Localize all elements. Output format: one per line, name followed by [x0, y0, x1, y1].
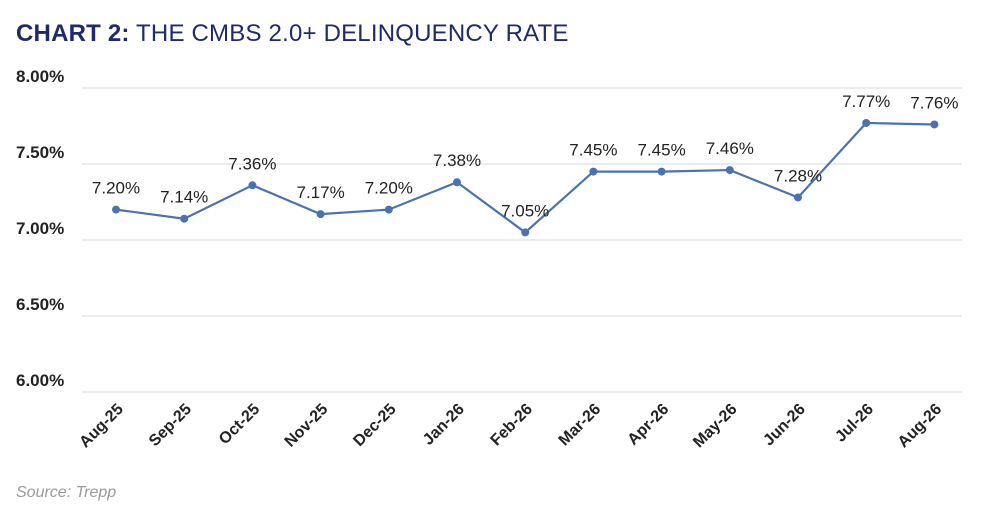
- data-label: 7.45%: [637, 141, 685, 160]
- data-label: 7.45%: [569, 141, 617, 160]
- data-label: 7.05%: [501, 201, 549, 220]
- source-note: Source: Trepp: [16, 484, 117, 501]
- x-tick-label: Jul-26: [832, 401, 877, 446]
- data-point: [453, 178, 461, 187]
- chart-title-text: THE CMBS 2.0+ DELINQUENCY RATE: [136, 20, 569, 47]
- data-point: [930, 120, 939, 129]
- chart-title: CHART 2: THE CMBS 2.0+ DELINQUENCY RATE: [16, 20, 569, 48]
- x-tick-label: Nov-25: [282, 401, 332, 451]
- x-tick-label: Jun-26: [760, 401, 809, 450]
- line-chart: 8.00% 7.50% 7.00% 6.50% 6.00% Aug-25 Sep-25 Oct…: [16, 67, 962, 451]
- data-point: [862, 118, 871, 127]
- data-label: 7.14%: [160, 188, 208, 207]
- data-point: [521, 228, 530, 237]
- x-tick-label: Mar-26: [556, 401, 605, 450]
- data-point: [316, 210, 325, 219]
- y-tick-label: 8.00%: [16, 67, 64, 86]
- data-label: 7.28%: [774, 166, 822, 185]
- data-label: 7.17%: [296, 183, 344, 202]
- data-point: [657, 167, 666, 176]
- chart-title-prefix: CHART 2:: [16, 20, 130, 47]
- x-tick-label: May-26: [690, 401, 740, 451]
- y-tick-label: 7.00%: [16, 219, 64, 238]
- x-tick-label: Sep-25: [146, 401, 195, 450]
- x-tick-label: Jan-26: [420, 401, 468, 449]
- x-tick-label: Feb-26: [488, 401, 537, 450]
- data-label: 7.38%: [433, 151, 481, 170]
- data-point: [180, 214, 189, 223]
- x-tick-label: Aug-25: [76, 401, 126, 451]
- data-label: 7.36%: [228, 154, 276, 173]
- x-tick-label: Oct-25: [216, 401, 263, 448]
- data-label: 7.20%: [365, 179, 413, 198]
- data-point: [248, 181, 257, 190]
- x-tick-label: Apr-26: [625, 401, 673, 449]
- x-tick-label: Dec-25: [350, 401, 399, 450]
- data-label: 7.76%: [910, 93, 958, 112]
- data-point: [384, 205, 393, 214]
- data-label: 7.77%: [842, 92, 890, 111]
- data-point: [112, 205, 120, 214]
- data-point: [589, 167, 598, 176]
- y-tick-label: 6.50%: [16, 295, 64, 314]
- data-label: 7.20%: [92, 179, 140, 198]
- data-label: 7.46%: [706, 139, 754, 158]
- data-point: [725, 166, 734, 175]
- y-tick-label: 7.50%: [16, 143, 64, 162]
- x-tick-label: Aug-26: [895, 401, 945, 451]
- data-point: [794, 193, 802, 202]
- y-tick-label: 6.00%: [16, 371, 64, 390]
